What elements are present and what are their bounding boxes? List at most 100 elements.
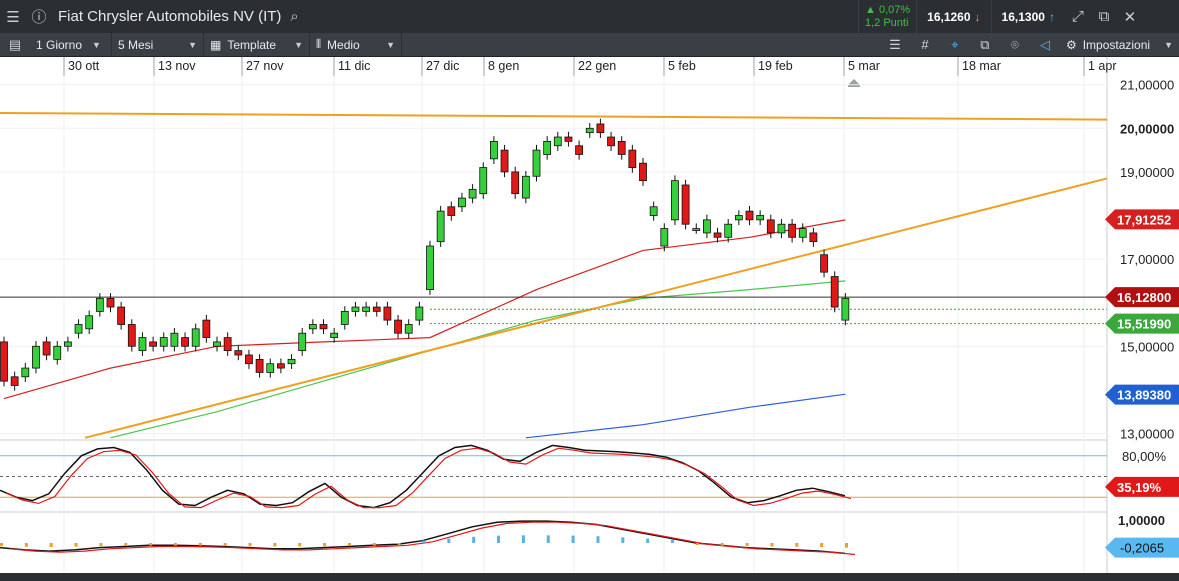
oscillator-upper: 80,00% <box>1122 449 1167 464</box>
candle <box>85 315 94 330</box>
macd-histogram-bar <box>497 535 501 543</box>
moving-average-line <box>525 393 846 439</box>
list-icon[interactable]: ☰ <box>889 36 901 52</box>
y-tick-label: 13,00000 <box>1120 426 1174 441</box>
macd-label-bg <box>1105 537 1179 558</box>
candle <box>820 254 828 273</box>
bid-value: 16,1260 <box>927 9 971 24</box>
interval-select[interactable]: 1 Giorno ▼ <box>30 32 112 57</box>
macd-histogram-bar <box>745 543 749 547</box>
x-tick-label: 22 gen <box>578 59 616 73</box>
candle <box>255 358 264 373</box>
range-select[interactable]: 5 Mesi ▼ <box>112 32 204 57</box>
oscillator-current: 35,19% <box>1117 480 1162 495</box>
crosshair-icon[interactable]: ⌖ <box>951 36 959 52</box>
macd-histogram-bar <box>149 543 153 546</box>
template-label: Template <box>227 37 277 52</box>
info-icon[interactable]: ⓘ <box>31 9 47 26</box>
settings-button[interactable]: ⚙ Impostazioni ▼ <box>1060 33 1179 57</box>
menu-icon[interactable]: ☰ <box>6 8 20 26</box>
stochastic-d-line <box>5 447 852 509</box>
candle <box>351 306 360 312</box>
candle <box>564 136 573 142</box>
candle <box>372 306 381 312</box>
candle <box>745 210 754 221</box>
macd-histogram-bar <box>298 543 302 547</box>
macd-histogram-bar <box>24 543 28 547</box>
candle <box>532 149 541 177</box>
macd-histogram-bar <box>74 543 78 547</box>
expand-icon[interactable]: ⤢ <box>1071 8 1084 25</box>
buy-price[interactable]: 16,1300 ↑ <box>990 0 1065 33</box>
chevron-down-icon: ▼ <box>294 39 303 50</box>
macd-histogram-bar <box>273 543 277 547</box>
candle <box>404 324 413 334</box>
x-tick-label: 11 dic <box>338 59 370 73</box>
macd-histogram-bar <box>621 537 625 543</box>
price-label: 16,12800 <box>1117 290 1171 305</box>
ask-value: 16,1300 <box>1001 9 1045 24</box>
candle <box>458 197 466 208</box>
template-icon: ▦ <box>210 37 222 52</box>
pin-icon[interactable]: ⌾ <box>1011 36 1019 52</box>
price-label-bg <box>1105 313 1179 334</box>
candle <box>32 345 40 369</box>
candle <box>298 332 307 352</box>
candle <box>10 376 19 386</box>
x-tick-label: 1 apr <box>1088 59 1117 73</box>
candle <box>575 145 583 155</box>
macd-histogram-bar <box>770 543 774 547</box>
y-tick-label: 17,00000 <box>1120 252 1174 267</box>
candle <box>841 297 850 321</box>
candle <box>308 324 317 330</box>
candle <box>383 306 392 321</box>
template-select[interactable]: ▦ Template ▼ <box>204 32 310 57</box>
candle <box>21 367 30 378</box>
macd-histogram-bar <box>646 538 650 543</box>
macd-histogram-bar <box>0 543 3 547</box>
candle <box>585 127 594 134</box>
search-icon[interactable]: ⌕ <box>290 8 299 25</box>
candle <box>777 223 786 234</box>
grid-icon[interactable]: # <box>921 37 929 52</box>
date-axis-bg <box>0 57 1179 76</box>
instrument-title: Fiat Chrysler Automobiles NV (IT) <box>58 8 282 25</box>
x-tick-label: 5 feb <box>668 59 696 73</box>
candle <box>223 337 232 352</box>
chart-style-select[interactable]: ⫴ Medio ▼ <box>310 32 402 57</box>
popout-icon[interactable]: ⧉ <box>1098 8 1110 25</box>
macd-current: -0,2065 <box>1120 541 1164 556</box>
chevron-down-icon: ▼ <box>188 39 197 50</box>
layers-icon[interactable]: ⧉ <box>980 36 990 52</box>
chevron-down-icon: ▼ <box>386 39 395 50</box>
candle <box>245 354 253 365</box>
macd-histogram-bar <box>99 543 103 547</box>
change-pct: 0,07% <box>878 3 911 16</box>
price-label: 17,91252 <box>1117 212 1171 227</box>
price-label-bg <box>1105 287 1179 308</box>
y-tick-label: 21,00000 <box>1120 78 1174 93</box>
x-tick-label: 18 mar <box>962 59 1001 73</box>
settings-label: Impostazioni <box>1082 37 1151 52</box>
macd-histogram-bar <box>49 543 53 548</box>
label-icon[interactable]: ◁ <box>1039 36 1050 52</box>
candle <box>617 140 626 155</box>
oscillator-label-bg <box>1105 476 1179 497</box>
candle <box>468 188 477 199</box>
macd-histogram-bar <box>422 540 426 543</box>
candle <box>692 228 701 231</box>
up-arrow-icon: ▲ <box>865 3 876 16</box>
candle <box>340 311 349 325</box>
macd-histogram-bar <box>720 543 724 546</box>
candle <box>149 341 158 347</box>
price-chart[interactable]: 30 ott 13 nov 27 nov 11 dic 27 dic 8 gen 22 ge… <box>0 57 1179 573</box>
macd-histogram-bar <box>248 543 252 547</box>
candle <box>436 210 445 243</box>
x-tick-label: 5 mar <box>848 59 880 73</box>
candle <box>830 276 839 308</box>
panel-icon[interactable]: ▤ <box>8 36 22 52</box>
up-tick-icon: ↑ <box>1048 9 1055 24</box>
resistance-trendline <box>0 112 1108 121</box>
close-icon[interactable]: ✕ <box>1123 8 1137 26</box>
sell-price[interactable]: 16,1260 ↓ <box>916 0 990 33</box>
